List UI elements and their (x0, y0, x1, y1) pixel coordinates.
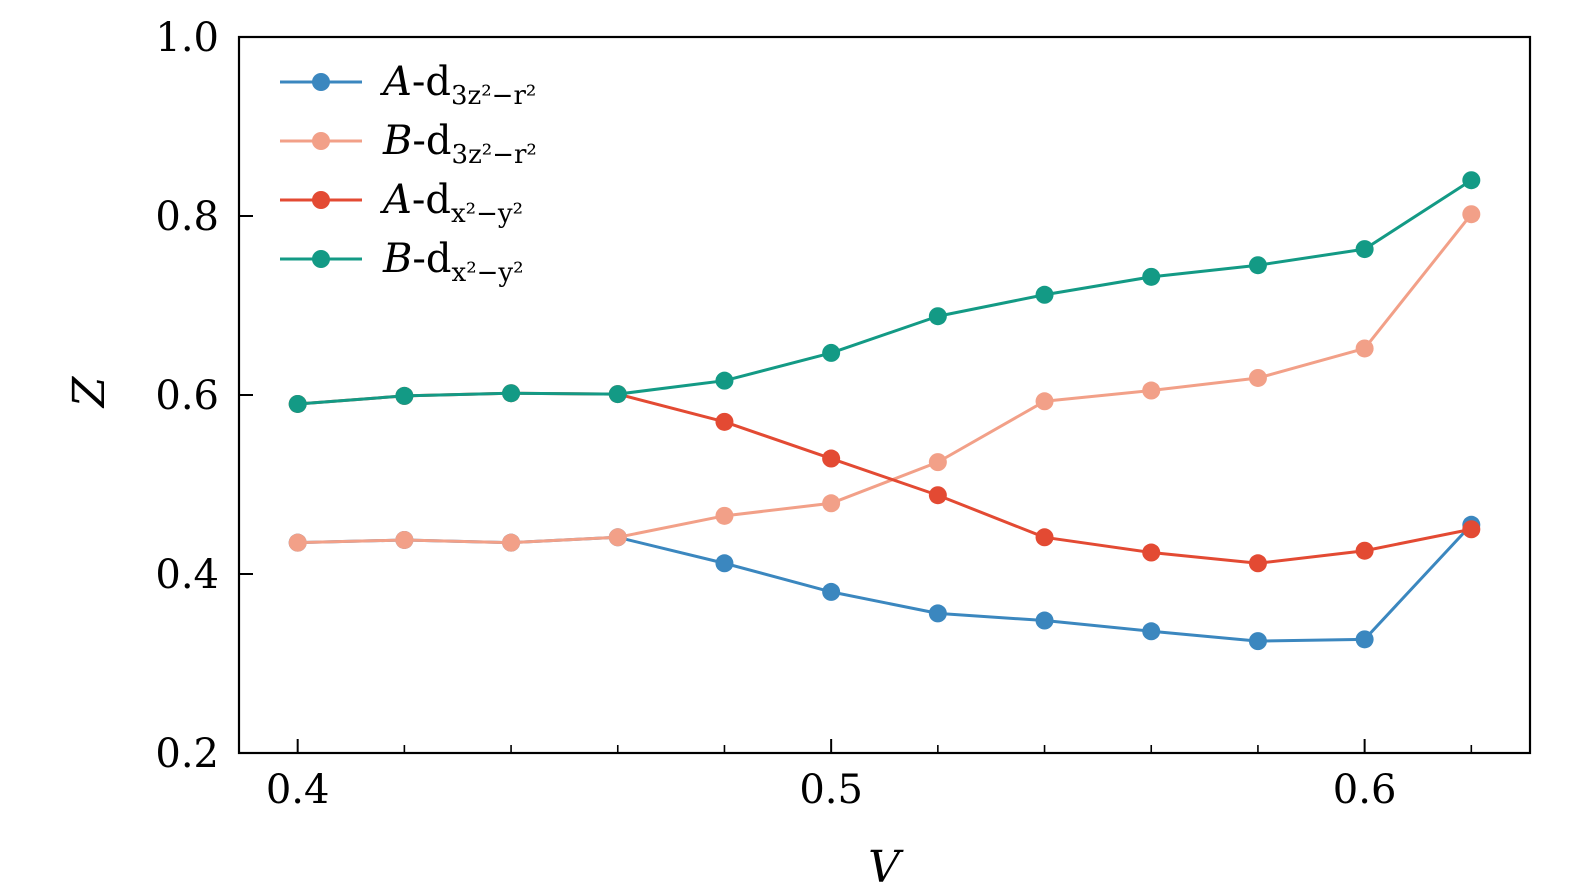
x-tick-label: 0.6 (1333, 767, 1397, 813)
legend-item: A-dx²−y² (280, 177, 523, 229)
data-point (1142, 543, 1161, 562)
data-point (1248, 368, 1267, 387)
y-tick-label: 0.8 (155, 194, 219, 240)
data-point (928, 453, 947, 472)
axis-ticks: 0.4 0.5 0.6 0.2 0.4 0.6 0.8 1.0 (155, 15, 1473, 813)
legend-label: A-dx²−y² (379, 177, 523, 229)
data-point (1355, 630, 1374, 649)
data-point (928, 307, 947, 326)
x-axis-title: V (868, 842, 904, 893)
y-tick-label: 0.6 (155, 373, 219, 419)
data-point (288, 533, 307, 552)
data-point (1035, 528, 1054, 547)
data-point (822, 494, 841, 513)
legend-label: B-d3z²−r² (382, 118, 537, 170)
data-point (288, 394, 307, 413)
x-tick-label: 0.4 (266, 767, 330, 813)
legend-label: A-d3z²−r² (379, 59, 536, 111)
legend: A-d3z²−r² B-d3z²−r² A-dx²−y² B-dx²−y² (280, 59, 537, 288)
legend-marker (312, 132, 330, 150)
legend-marker (312, 73, 330, 91)
series-2 (288, 205, 1481, 552)
data-point (608, 528, 627, 547)
series-3 (288, 384, 1481, 573)
data-point (822, 343, 841, 362)
data-point (822, 582, 841, 601)
legend-label: B-dx²−y² (382, 236, 524, 288)
data-point (715, 554, 734, 573)
legend-item: B-dx²−y² (280, 236, 524, 288)
data-point (1035, 611, 1054, 630)
data-point (928, 604, 947, 623)
series-1 (288, 515, 1481, 651)
x-tick-label: 0.5 (799, 767, 863, 813)
data-point (715, 371, 734, 390)
data-point (1462, 520, 1481, 539)
data-point (608, 385, 627, 404)
series-4 (288, 171, 1481, 413)
data-point (502, 533, 521, 552)
series-line (297, 178, 1473, 406)
data-point (928, 486, 947, 505)
data-point (715, 412, 734, 431)
legend-item: A-d3z²−r² (280, 59, 536, 111)
data-point (1355, 541, 1374, 560)
data-point (1248, 256, 1267, 275)
y-tick-label: 0.2 (155, 731, 219, 777)
data-point (1355, 240, 1374, 259)
data-point (1462, 171, 1481, 190)
data-point (1142, 381, 1161, 400)
data-point (1462, 205, 1481, 224)
data-point (1355, 339, 1374, 358)
legend-marker (312, 250, 330, 268)
series-line (297, 391, 1472, 565)
y-tick-label: 1.0 (155, 15, 219, 61)
data-point (1035, 392, 1054, 411)
legend-marker (312, 191, 330, 209)
data-point (1248, 554, 1267, 573)
data-point (822, 449, 841, 468)
data-point (395, 386, 414, 405)
data-point (502, 384, 521, 403)
series-line (297, 213, 1473, 545)
y-axis-title: Z (64, 375, 115, 409)
data-point (1142, 622, 1161, 641)
data-point (1248, 632, 1267, 651)
data-point (395, 530, 414, 549)
data-point (1142, 267, 1161, 286)
data-point (1035, 285, 1054, 304)
series-layer (288, 171, 1481, 651)
legend-item: B-d3z²−r² (280, 118, 537, 170)
y-tick-label: 0.4 (155, 552, 219, 598)
data-point (715, 506, 734, 525)
